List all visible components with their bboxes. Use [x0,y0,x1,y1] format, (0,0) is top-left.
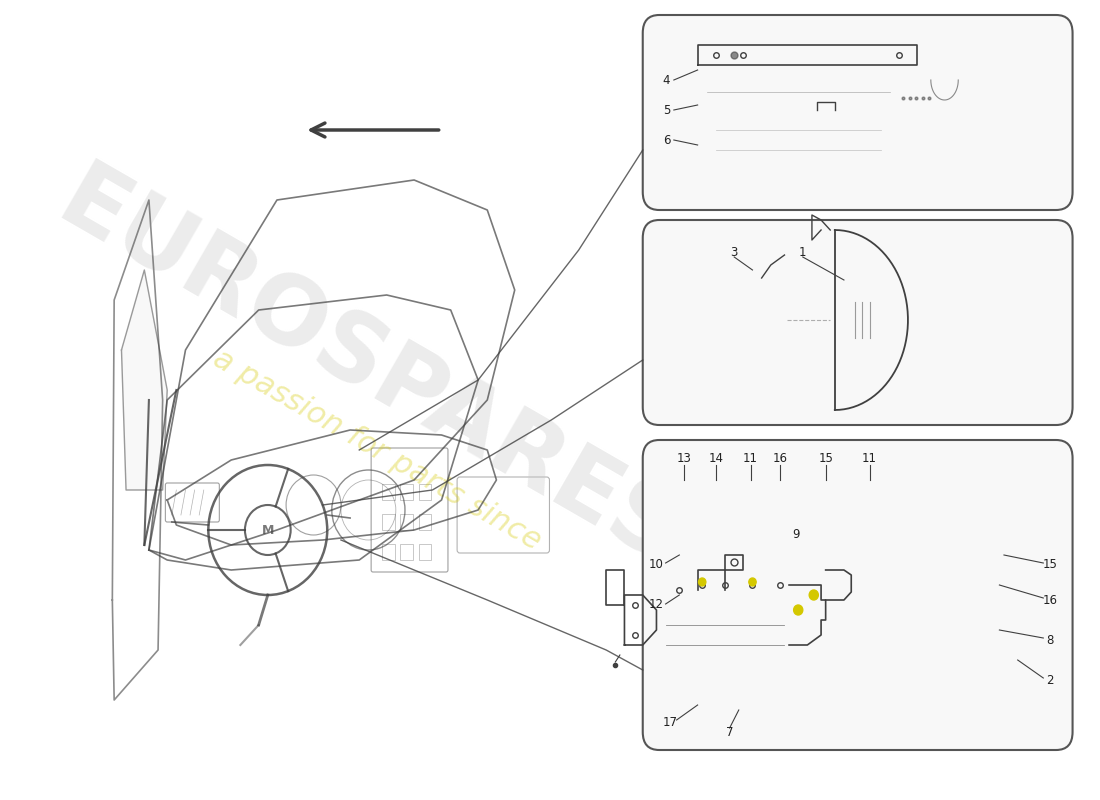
Text: 12: 12 [649,598,664,611]
Circle shape [810,590,818,600]
Text: 1: 1 [799,246,806,258]
Text: M: M [262,523,274,537]
Circle shape [695,652,701,658]
Text: 10: 10 [649,558,664,571]
Text: 16: 16 [772,451,788,465]
Text: 14: 14 [708,451,724,465]
Bar [419,514,431,530]
Bar [382,484,395,500]
Text: 16: 16 [1042,594,1057,606]
Bar [400,544,414,560]
Circle shape [793,605,803,615]
Text: 2: 2 [1046,674,1054,686]
Bar [400,484,414,500]
Text: EUROSPARES: EUROSPARES [42,155,695,585]
Bar [419,544,431,560]
Text: 5: 5 [663,103,670,117]
Text: 7: 7 [726,726,734,738]
FancyBboxPatch shape [642,440,1072,750]
Text: 11: 11 [744,451,758,465]
Circle shape [732,652,737,658]
Circle shape [698,578,706,586]
Text: a passion for parts since: a passion for parts since [209,344,547,556]
Text: 3: 3 [730,246,738,258]
Text: 8: 8 [1046,634,1054,646]
Text: 15: 15 [818,451,833,465]
Circle shape [759,652,764,658]
Polygon shape [121,270,167,490]
Text: 11: 11 [862,451,877,465]
Bar [382,514,395,530]
Text: 9: 9 [793,529,800,542]
Text: 4: 4 [663,74,670,86]
FancyBboxPatch shape [642,220,1072,425]
Text: 6: 6 [663,134,670,146]
Circle shape [749,578,756,586]
Text: 15: 15 [1043,558,1057,571]
Bar [419,484,431,500]
Bar [382,544,395,560]
Text: 17: 17 [662,715,678,729]
Text: 13: 13 [676,451,691,465]
FancyBboxPatch shape [642,15,1072,210]
Bar [400,514,414,530]
